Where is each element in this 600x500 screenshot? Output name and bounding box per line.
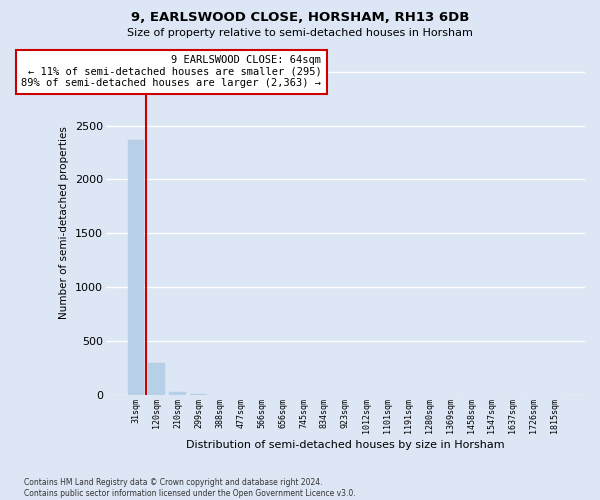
Bar xyxy=(169,392,186,396)
Text: 9, EARLSWOOD CLOSE, HORSHAM, RH13 6DB: 9, EARLSWOOD CLOSE, HORSHAM, RH13 6DB xyxy=(131,11,469,24)
Bar xyxy=(190,394,207,396)
Bar xyxy=(148,364,165,396)
Bar xyxy=(128,140,144,396)
Text: Contains HM Land Registry data © Crown copyright and database right 2024.
Contai: Contains HM Land Registry data © Crown c… xyxy=(24,478,356,498)
X-axis label: Distribution of semi-detached houses by size in Horsham: Distribution of semi-detached houses by … xyxy=(186,440,505,450)
Text: Size of property relative to semi-detached houses in Horsham: Size of property relative to semi-detach… xyxy=(127,28,473,38)
Text: 9 EARLSWOOD CLOSE: 64sqm
← 11% of semi-detached houses are smaller (295)
89% of : 9 EARLSWOOD CLOSE: 64sqm ← 11% of semi-d… xyxy=(22,55,322,88)
Y-axis label: Number of semi-detached properties: Number of semi-detached properties xyxy=(59,126,69,319)
